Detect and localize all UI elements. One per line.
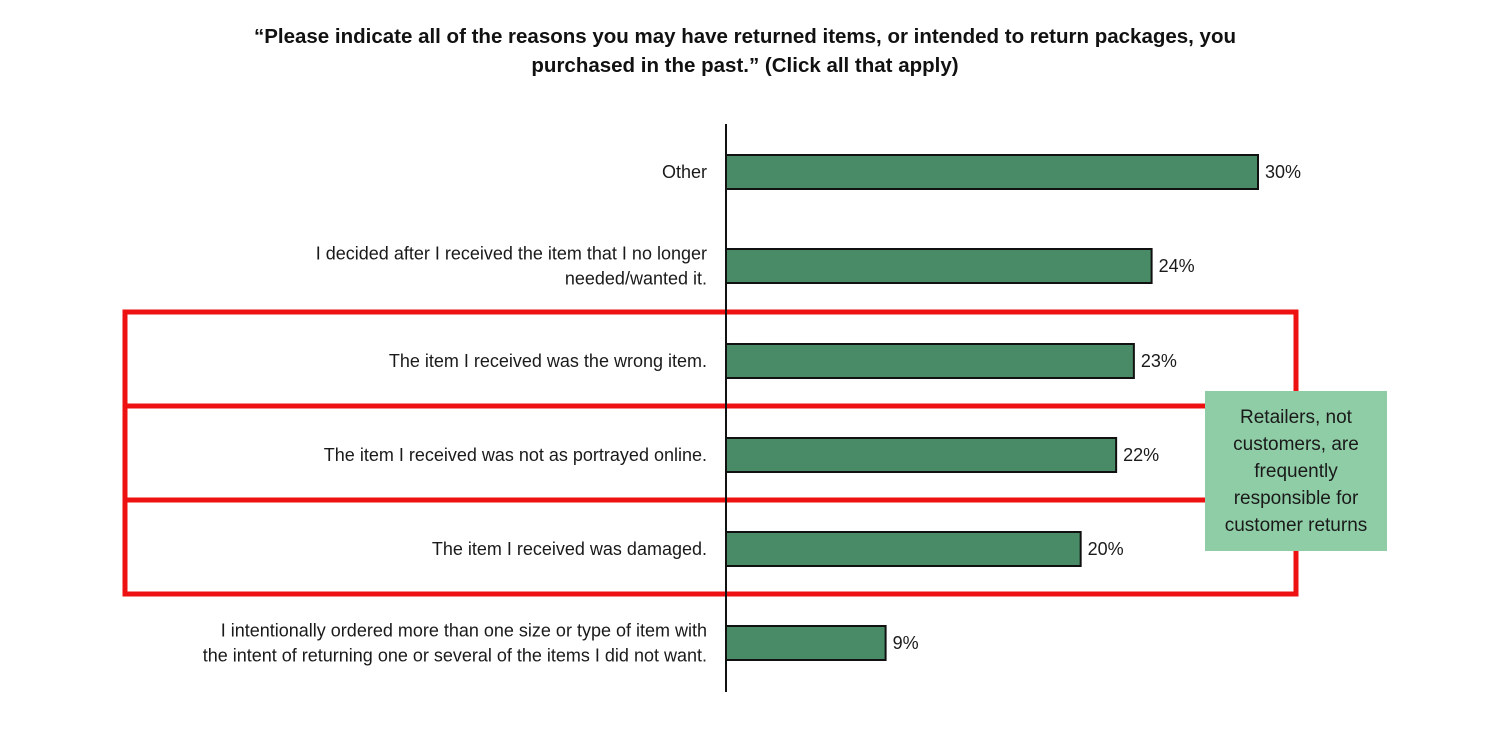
chart-title: “Please indicate all of the reasons you … <box>0 22 1490 80</box>
bar-2 <box>725 343 1135 379</box>
value-label-4: 20% <box>1088 539 1124 559</box>
category-label-3: The item I received was not as portrayed… <box>324 445 707 465</box>
category-label-5-line-1: the intent of returning one or several o… <box>203 646 707 666</box>
category-label-0: Other <box>662 162 707 182</box>
value-label-0: 30% <box>1265 162 1301 182</box>
category-label-3-line-0: The item I received was not as portrayed… <box>324 445 707 465</box>
bar-3 <box>725 437 1118 473</box>
category-label-5: I intentionally ordered more than one si… <box>203 621 707 666</box>
bar-1 <box>725 248 1153 284</box>
annotation-callout: Retailers, not customers, are frequently… <box>1205 391 1387 551</box>
category-label-4: The item I received was damaged. <box>432 539 707 559</box>
value-label-5: 9% <box>893 633 919 653</box>
category-label-5-line-0: I intentionally ordered more than one si… <box>221 621 707 641</box>
value-label-3: 22% <box>1123 445 1159 465</box>
category-label-4-line-0: The item I received was damaged. <box>432 539 707 559</box>
highlight-box-3 <box>122 403 1299 503</box>
chart-title-line-1: “Please indicate all of the reasons you … <box>253 25 1237 48</box>
value-label-2: 23% <box>1141 351 1177 371</box>
category-label-1-line-1: needed/wanted it. <box>565 269 707 289</box>
category-label-0-line-0: Other <box>662 162 707 182</box>
annotation-text: Retailers, not customers, are frequently… <box>1224 406 1368 536</box>
category-label-2: The item I received was the wrong item. <box>389 351 707 371</box>
bar-5 <box>725 625 887 661</box>
bar-4 <box>725 531 1082 567</box>
value-label-1: 24% <box>1159 256 1195 276</box>
category-label-1: I decided after I received the item that… <box>316 244 707 289</box>
chart-title-line-2: purchased in the past.” (Click all that … <box>531 54 959 77</box>
category-label-2-line-0: The item I received was the wrong item. <box>389 351 707 371</box>
category-label-1-line-0: I decided after I received the item that… <box>316 244 707 264</box>
bar-0 <box>725 154 1259 190</box>
